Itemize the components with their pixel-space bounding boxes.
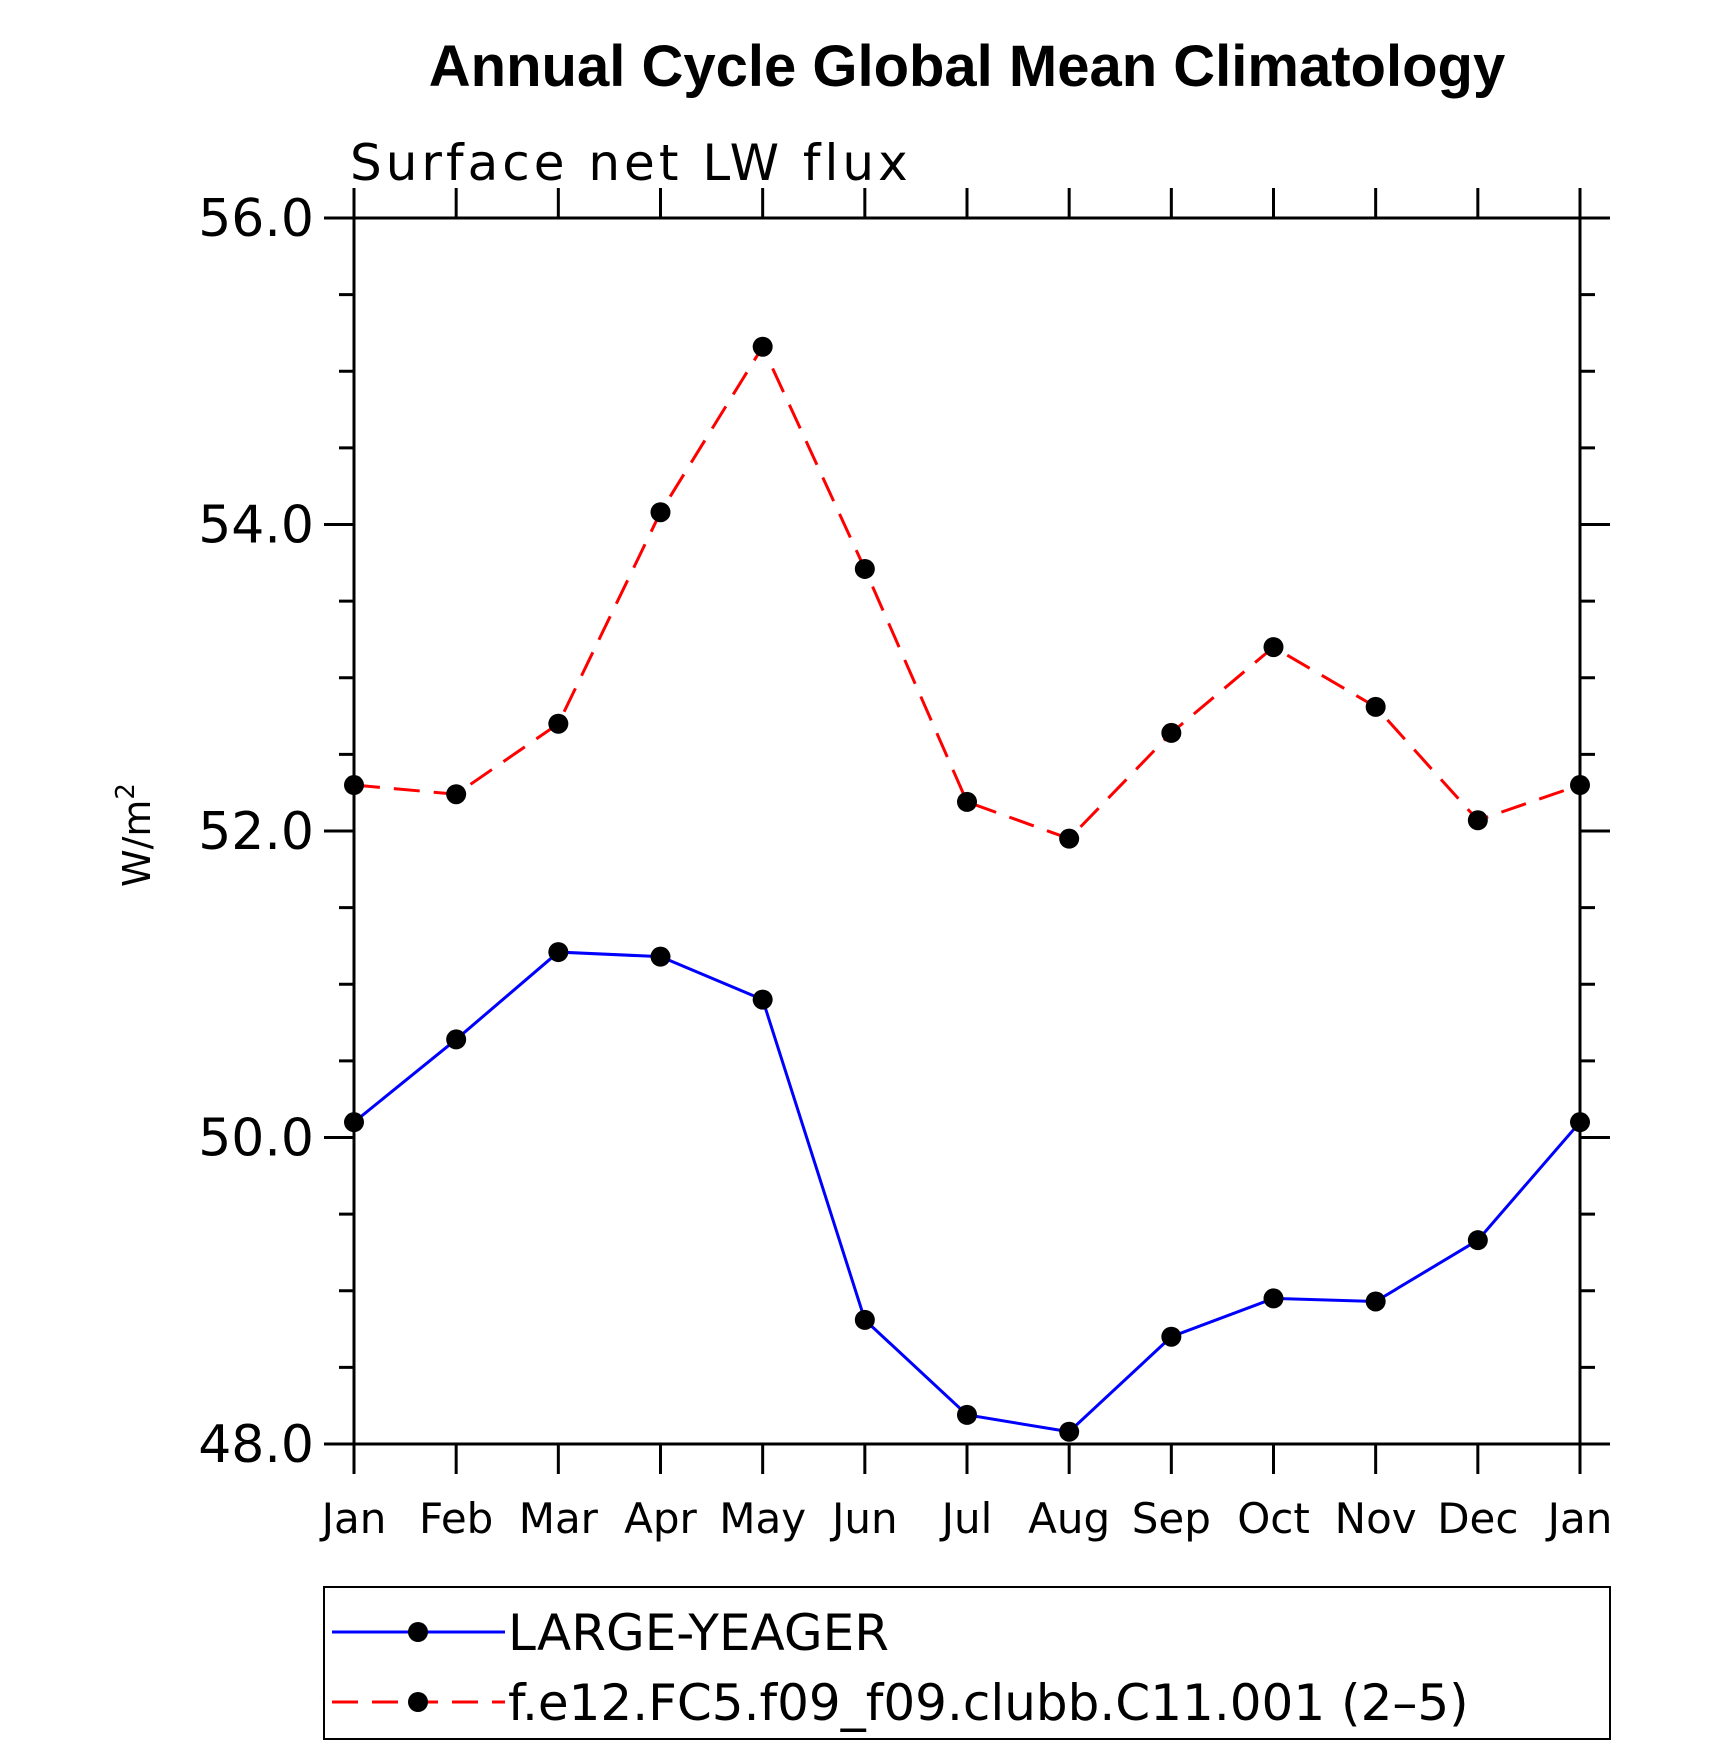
y-tick-label: 52.0 xyxy=(198,802,314,862)
legend-marker xyxy=(408,1622,428,1642)
x-tick-labels: Jan Feb Mar Apr May Jun Jul Aug Sep Oct Nov Dec Jan xyxy=(319,1494,1613,1543)
x-tick-label: May xyxy=(719,1494,806,1543)
data-point xyxy=(957,791,977,812)
y-axis-label-superscript: 2 xyxy=(111,783,141,800)
chart-subtitle: Surface net LW flux xyxy=(350,134,912,192)
data-point xyxy=(1365,1291,1386,1312)
data-point xyxy=(1467,1230,1488,1251)
x-tick-label: Mar xyxy=(519,1494,599,1543)
data-point xyxy=(344,1112,364,1133)
x-tick-label: Jan xyxy=(1545,1494,1613,1543)
data-point xyxy=(752,989,773,1010)
data-point xyxy=(957,1404,977,1425)
data-point xyxy=(1467,810,1488,831)
legend-marker xyxy=(408,1692,428,1712)
y-tick-label: 54.0 xyxy=(198,496,314,556)
data-point xyxy=(752,336,773,357)
data-point xyxy=(1263,1288,1284,1309)
axis-ticks xyxy=(324,188,1610,1474)
data-point xyxy=(1365,696,1386,717)
legend: LARGE-YEAGER f.e12.FC5.f09_f09.clubb.C11.… xyxy=(323,1586,1611,1740)
series-layer xyxy=(344,336,1590,1442)
x-tick-label: Nov xyxy=(1335,1494,1417,1543)
data-point xyxy=(650,502,671,523)
data-point xyxy=(344,775,364,796)
x-tick-label: Feb xyxy=(419,1494,493,1543)
svg-text:W/m2: W/m2 xyxy=(111,783,159,887)
legend-label: f.e12.FC5.f09_f09.clubb.C11.001 (2–5) xyxy=(508,1674,1469,1732)
x-tick-label: Aug xyxy=(1028,1494,1110,1543)
legend-label: LARGE-YEAGER xyxy=(508,1604,889,1662)
legend-entries: LARGE-YEAGER f.e12.FC5.f09_f09.clubb.C11.… xyxy=(332,1604,1469,1732)
data-point xyxy=(1059,1421,1080,1442)
data-point xyxy=(548,713,569,734)
x-tick-label: Jan xyxy=(319,1494,387,1543)
data-point xyxy=(1059,828,1080,849)
data-point xyxy=(854,558,875,579)
y-tick-label: 56.0 xyxy=(198,189,314,249)
x-tick-label: Jun xyxy=(829,1494,898,1543)
x-tick-label: Sep xyxy=(1132,1494,1211,1543)
y-axis-label: W/m2 xyxy=(111,783,159,887)
series-line xyxy=(353,343,1581,841)
y-axis-label-base: W/m xyxy=(115,800,159,887)
x-tick-label: Jul xyxy=(939,1494,993,1543)
data-point xyxy=(1161,1326,1182,1347)
data-point xyxy=(446,1029,467,1050)
data-point xyxy=(1570,775,1590,796)
x-tick-label: Dec xyxy=(1437,1494,1518,1543)
x-tick-label: Apr xyxy=(624,1494,697,1543)
data-point xyxy=(1263,637,1284,658)
data-point xyxy=(854,1309,875,1330)
legend-box xyxy=(323,1586,1611,1740)
y-tick-label: 48.0 xyxy=(198,1415,314,1475)
data-point xyxy=(1161,722,1182,743)
y-tick-label: 50.0 xyxy=(198,1109,314,1169)
y-tick-labels: 48.0 50.0 52.0 54.0 56.0 xyxy=(198,189,314,1475)
plot-frame xyxy=(352,216,1582,1446)
x-tick-label: Oct xyxy=(1237,1494,1310,1543)
series-line xyxy=(353,950,1582,1434)
data-point xyxy=(1570,1112,1590,1133)
data-point xyxy=(650,946,671,967)
data-point xyxy=(548,942,569,963)
data-point xyxy=(446,784,467,805)
chart-title: Annual Cycle Global Mean Climatology xyxy=(429,34,1505,99)
